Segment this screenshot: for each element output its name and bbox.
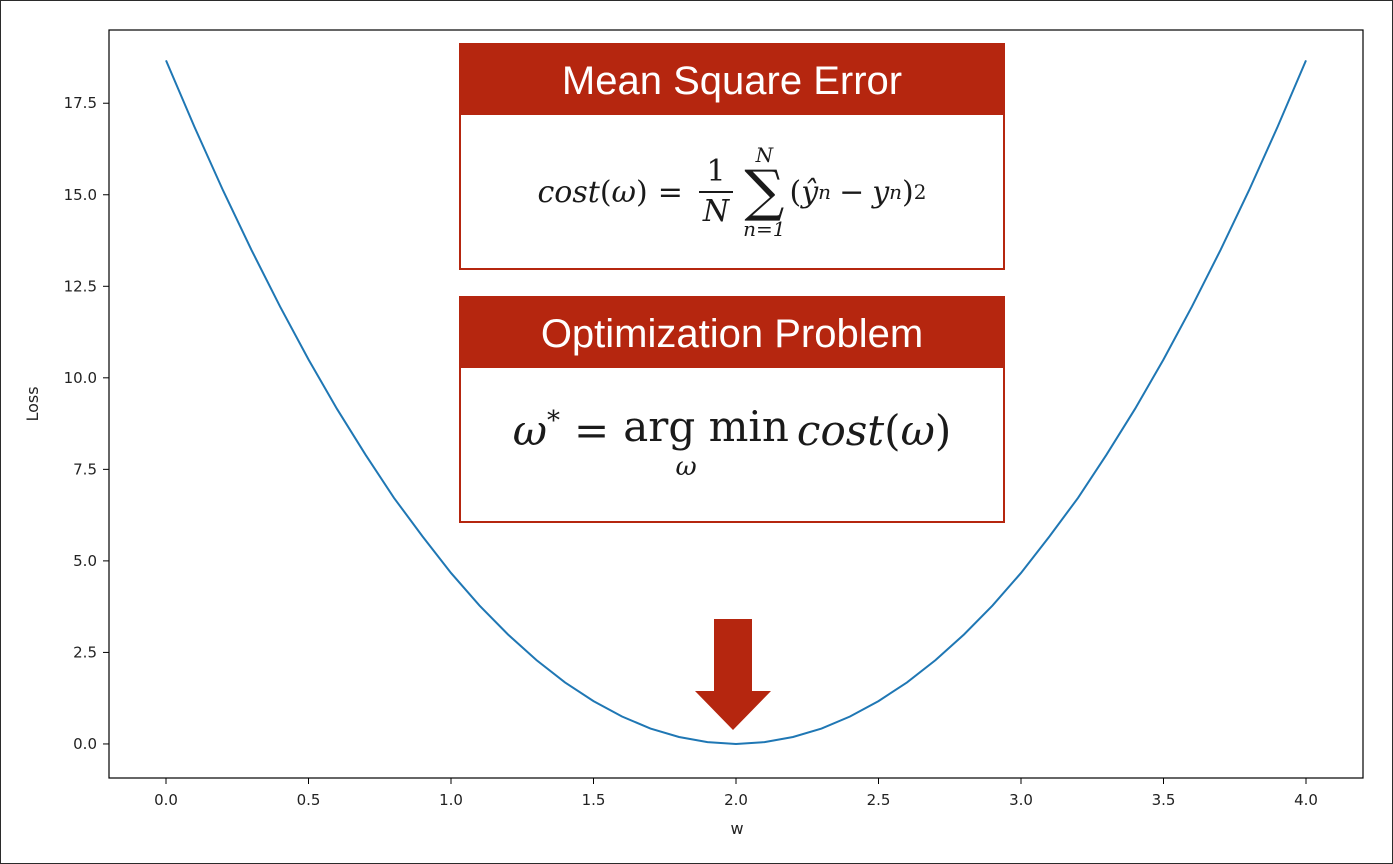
x-tick-label: 3.0 xyxy=(1009,791,1033,809)
y-axis-label: Loss xyxy=(23,386,42,421)
omega-symbol: ω xyxy=(611,174,637,210)
sum-upper-limit: N xyxy=(755,143,774,168)
mse-panel: Mean Square Error cost(ω) = 1 N N ∑ n=1 … xyxy=(459,43,1005,270)
mse-panel-title: Mean Square Error xyxy=(461,45,1003,115)
square-exponent: 2 xyxy=(913,180,927,204)
optimization-formula: ω * = arg min ω cost(ω) xyxy=(512,402,952,482)
optimization-panel-title: Optimization Problem xyxy=(461,298,1003,368)
loss-curve-line xyxy=(165,59,1307,745)
axes: 0.0 0.5 1.0 1.5 2.0 2.5 3.0 3.5 4.0 0.0 2.5 5.0 7.5 1… xyxy=(23,29,1364,838)
down-arrow-icon xyxy=(695,619,771,730)
x-tick-label: 4.0 xyxy=(1294,791,1318,809)
y-tick-label: 10.0 xyxy=(64,369,97,387)
yhat-subscript: n xyxy=(818,180,832,204)
y-tick-label: 0.0 xyxy=(73,735,97,753)
summation: N ∑ n=1 xyxy=(743,145,785,238)
x-tick-label: 2.0 xyxy=(724,791,748,809)
opt-omega-symbol: ω xyxy=(900,406,935,455)
y-symbol: y xyxy=(872,174,890,210)
x-axis-label: w xyxy=(730,819,743,838)
y-tick-label: 7.5 xyxy=(73,460,97,478)
optimization-panel: Optimization Problem ω * = arg min ω cost… xyxy=(459,296,1005,523)
argmin-subscript: ω xyxy=(675,452,697,482)
fraction-numerator: 1 xyxy=(706,154,726,189)
cost-symbol: cost xyxy=(537,174,600,210)
mse-formula: cost(ω) = 1 N N ∑ n=1 (ŷ n − y n) 2 xyxy=(537,143,927,241)
fraction-denominator: N xyxy=(698,191,734,227)
y-tick-label: 17.5 xyxy=(64,94,97,112)
x-tick-label: 0.5 xyxy=(297,791,321,809)
y-tick-label: 12.5 xyxy=(64,277,97,295)
sigma-icon: ∑ xyxy=(744,159,785,225)
x-tick-label: 1.0 xyxy=(439,791,463,809)
argmin-operator: arg min ω xyxy=(623,402,789,482)
fraction: 1 N xyxy=(698,154,734,227)
x-tick-label: 1.5 xyxy=(582,791,606,809)
x-tick-label: 2.5 xyxy=(867,791,891,809)
y-tick-label: 5.0 xyxy=(73,552,97,570)
argmin-text: arg min xyxy=(623,402,789,451)
star-superscript: * xyxy=(547,406,561,436)
omega-star-symbol: ω xyxy=(512,406,548,455)
y-subscript: n xyxy=(889,180,903,204)
y-tick-label: 15.0 xyxy=(64,186,97,204)
sum-lower-limit: n=1 xyxy=(743,216,786,241)
y-tick-label: 2.5 xyxy=(73,643,97,661)
yhat-symbol: ŷ xyxy=(801,174,819,210)
x-tick-label: 3.5 xyxy=(1152,791,1176,809)
x-tick-label: 0.0 xyxy=(154,791,178,809)
opt-cost-symbol: cost xyxy=(796,406,885,455)
